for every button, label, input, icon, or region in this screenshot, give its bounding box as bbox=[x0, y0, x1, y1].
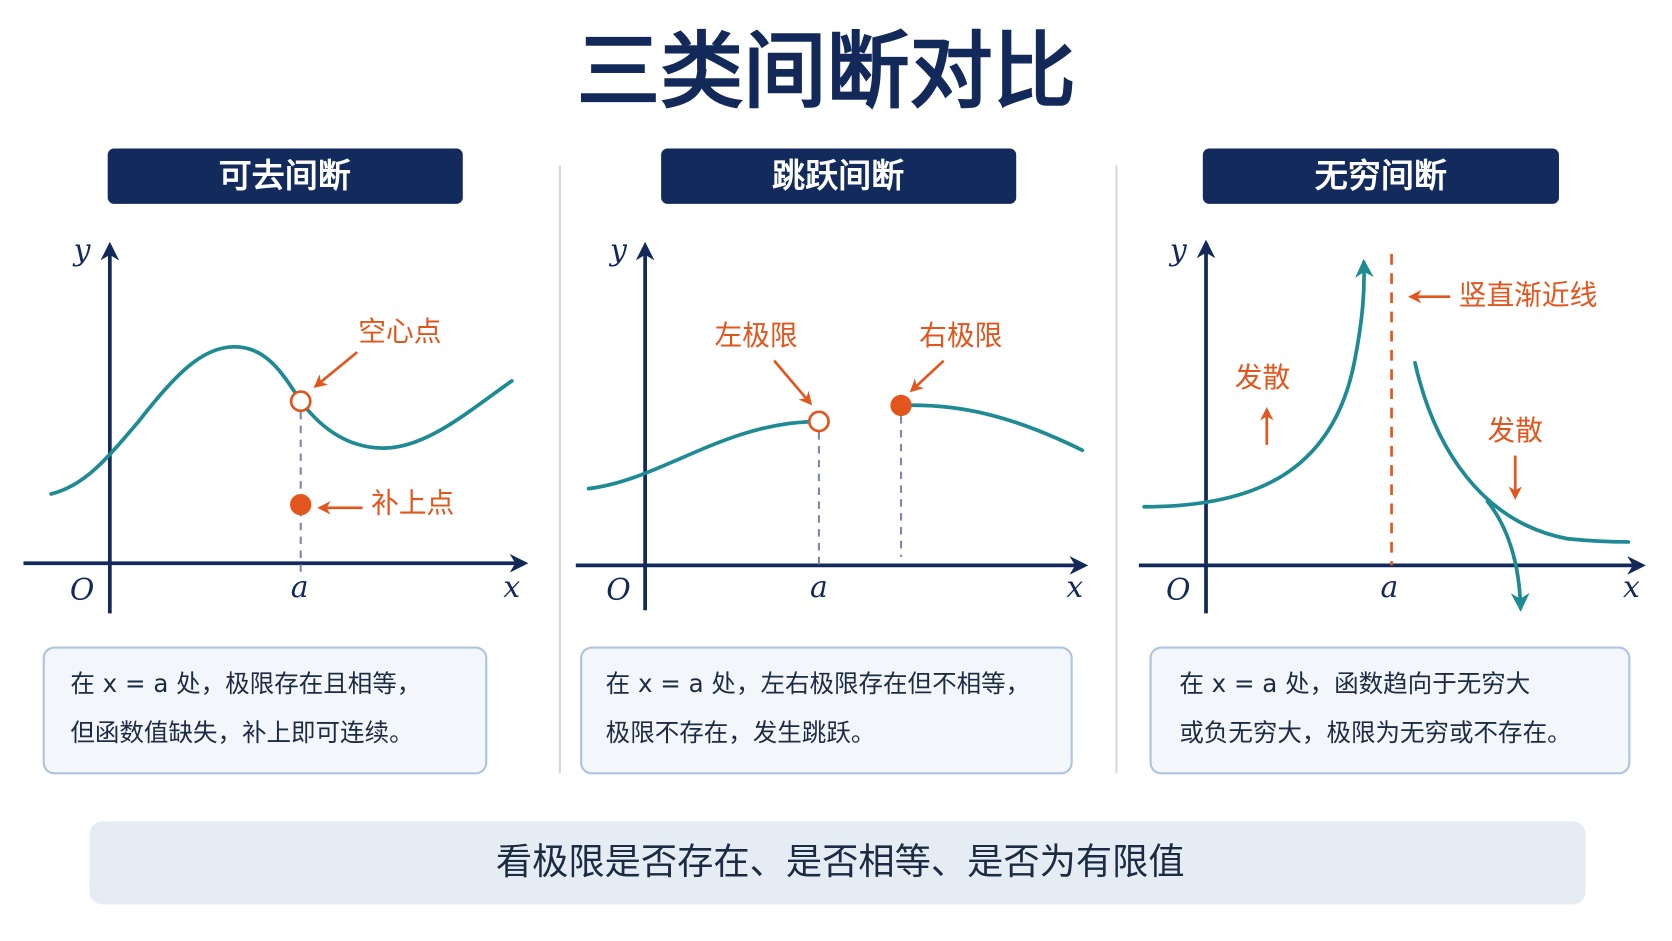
pointer bbox=[313, 351, 359, 388]
a-label: a bbox=[291, 570, 309, 605]
description-line: 在 x = a 处，函数趋向于无穷大 bbox=[1179, 669, 1530, 698]
heading: 跳跃间断 bbox=[772, 156, 904, 195]
heading: 可去间断 bbox=[219, 156, 351, 195]
pointer bbox=[909, 359, 945, 393]
annotation: 空心点 bbox=[358, 315, 441, 348]
filled-point bbox=[290, 493, 312, 516]
annotation: 右极限 bbox=[919, 319, 1002, 352]
y-label: y bbox=[72, 233, 92, 268]
footer-box bbox=[89, 821, 1586, 905]
y-label: y bbox=[608, 233, 628, 268]
annotation: 发散 bbox=[1235, 361, 1290, 394]
annotation: 发散 bbox=[1488, 414, 1543, 447]
description-line: 或负无穷大，极限为无穷或不存在。 bbox=[1179, 718, 1571, 747]
heading-box bbox=[107, 148, 463, 204]
annotation: 补上点 bbox=[371, 487, 454, 520]
curve-left bbox=[586, 419, 821, 491]
description-line: 极限不存在，发生跳跃。 bbox=[606, 718, 876, 747]
origin-label: O bbox=[606, 573, 630, 608]
footer: 看极限是否存在、是否相等、是否为有限值 bbox=[496, 840, 1185, 883]
filled-point bbox=[890, 394, 912, 417]
curve-left bbox=[1142, 258, 1374, 509]
heading: 无穷间断 bbox=[1315, 156, 1447, 195]
curve-right bbox=[899, 403, 1085, 453]
panel-infinite: 无穷间断 y O a x 竖直渐近线 发散 发散 在 x = a 处，函数趋向于… bbox=[1138, 148, 1646, 775]
curve-branch bbox=[1485, 499, 1530, 612]
a-label: a bbox=[810, 570, 828, 605]
description-box bbox=[1149, 646, 1631, 775]
pointer bbox=[773, 359, 813, 406]
title: 三类间断对比 bbox=[577, 23, 1076, 120]
hollow-point bbox=[289, 390, 312, 413]
x-label: x bbox=[1623, 570, 1640, 605]
annotation: 竖直渐近线 bbox=[1459, 279, 1598, 312]
hollow-point bbox=[808, 410, 830, 433]
heading-box bbox=[1202, 148, 1559, 204]
description-line: 在 x = a 处，极限存在且相等， bbox=[70, 669, 421, 698]
panel-jump: 跳跃间断 y O a x 左极限 右极限 在 x = a 处，左右极限存在但不相… bbox=[575, 148, 1089, 775]
origin-label: O bbox=[70, 573, 94, 608]
description-line: 但函数值缺失，补上即可连续。 bbox=[70, 718, 413, 747]
a-label: a bbox=[1381, 570, 1399, 605]
annotation: 左极限 bbox=[714, 319, 797, 352]
curve bbox=[49, 344, 514, 496]
x-label: x bbox=[503, 570, 520, 605]
description-box bbox=[580, 646, 1073, 775]
panel-removable: 可去间断 y O a x 空心点 补上点 在 x = a 处，极限存在且相等， … bbox=[23, 148, 529, 775]
heading-box bbox=[661, 148, 1017, 204]
curve-right bbox=[1413, 360, 1631, 544]
origin-label: O bbox=[1166, 573, 1190, 608]
description-box bbox=[42, 646, 488, 775]
y-label: y bbox=[1168, 233, 1188, 268]
description-line: 在 x = a 处，左右极限存在但不相等， bbox=[606, 669, 1030, 698]
x-label: x bbox=[1066, 570, 1083, 605]
